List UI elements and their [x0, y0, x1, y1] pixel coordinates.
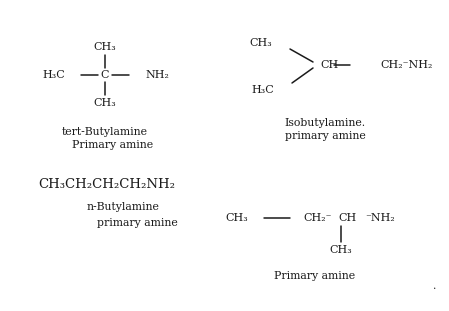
- Text: H₃C: H₃C: [42, 70, 65, 80]
- Text: H₃C: H₃C: [251, 85, 274, 95]
- Text: CH₃: CH₃: [94, 42, 116, 52]
- Text: .: .: [433, 281, 437, 291]
- Text: CH₃: CH₃: [249, 38, 272, 48]
- Text: C: C: [101, 70, 109, 80]
- Text: CH: CH: [320, 60, 338, 70]
- Text: CH₃: CH₃: [225, 213, 248, 223]
- Text: Isobutylamine.: Isobutylamine.: [284, 118, 365, 128]
- Text: n-Butylamine: n-Butylamine: [87, 202, 160, 212]
- Text: CH₃: CH₃: [94, 98, 116, 108]
- Text: ⁻NH₂: ⁻NH₂: [365, 213, 395, 223]
- Text: CH₂⁻NH₂: CH₂⁻NH₂: [380, 60, 432, 70]
- Text: Primary amine: Primary amine: [72, 140, 154, 150]
- Text: tert-Butylamine: tert-Butylamine: [62, 127, 148, 137]
- Text: CH₂⁻: CH₂⁻: [303, 213, 331, 223]
- Text: CH₃CH₂CH₂CH₂NH₂: CH₃CH₂CH₂CH₂NH₂: [39, 179, 176, 192]
- Text: NH₂: NH₂: [145, 70, 169, 80]
- Text: Primary amine: Primary amine: [274, 271, 356, 281]
- Text: primary amine: primary amine: [97, 218, 178, 228]
- Text: primary amine: primary amine: [285, 131, 365, 141]
- Text: CH: CH: [338, 213, 356, 223]
- Text: CH₃: CH₃: [330, 245, 352, 255]
